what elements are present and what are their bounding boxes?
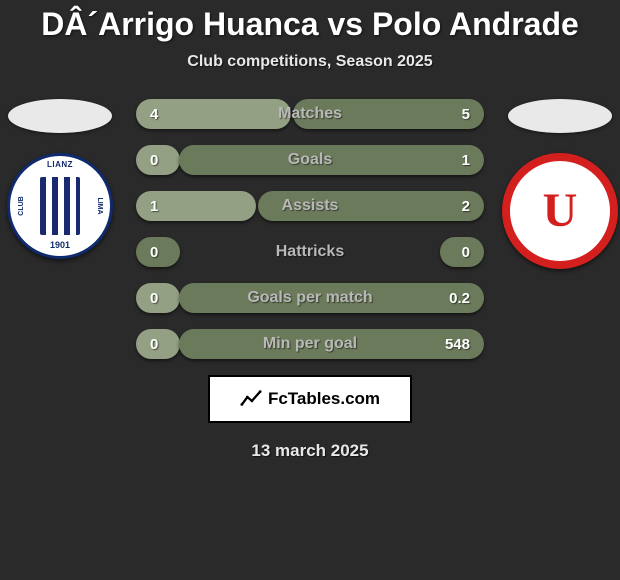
comparison-bars: 45Matches01Goals12Assists00Hattricks00.2… bbox=[136, 99, 484, 359]
stat-row: 0548Min per goal bbox=[136, 329, 484, 359]
infographic-date: 13 march 2025 bbox=[0, 441, 620, 461]
stat-value-right: 0.2 bbox=[179, 283, 484, 313]
main-area: LIANZ CLUB LIMA 1901 U 45Matches01Goals1… bbox=[0, 99, 620, 359]
fctables-icon bbox=[240, 388, 262, 410]
stat-row: 45Matches bbox=[136, 99, 484, 129]
stat-value-right: 2 bbox=[258, 191, 484, 221]
fctables-text: FcTables.com bbox=[268, 389, 380, 409]
stat-label: Hattricks bbox=[136, 237, 484, 267]
left-player-column: LIANZ CLUB LIMA 1901 bbox=[0, 99, 120, 259]
stat-value-left: 1 bbox=[136, 191, 256, 221]
badge-left-text-bottom: 1901 bbox=[50, 240, 70, 250]
stat-value-left: 4 bbox=[136, 99, 291, 129]
stat-row: 12Assists bbox=[136, 191, 484, 221]
stat-value-left: 0 bbox=[136, 145, 180, 175]
comparison-infographic: DÂ´Arrigo Huanca vs Polo Andrade Club co… bbox=[0, 0, 620, 580]
fctables-attribution: FcTables.com bbox=[208, 375, 412, 423]
stat-value-left: 0 bbox=[136, 283, 180, 313]
stat-value-right: 548 bbox=[179, 329, 484, 359]
stat-value-left: 0 bbox=[136, 237, 180, 267]
badge-left-stripes bbox=[40, 177, 80, 235]
badge-right-letter: U bbox=[543, 187, 578, 235]
page-subtitle: Club competitions, Season 2025 bbox=[0, 53, 620, 71]
right-player-column: U bbox=[500, 99, 620, 269]
stat-value-left: 0 bbox=[136, 329, 180, 359]
page-title: DÂ´Arrigo Huanca vs Polo Andrade bbox=[0, 0, 620, 43]
stat-row: 00.2Goals per match bbox=[136, 283, 484, 313]
player-right-photo-placeholder bbox=[508, 99, 612, 133]
stat-row: 0 0Hattricks bbox=[136, 237, 484, 267]
player-left-photo-placeholder bbox=[8, 99, 112, 133]
stat-value-right: 1 bbox=[179, 145, 484, 175]
stat-value-right: 0 bbox=[440, 237, 484, 267]
badge-left-text-right: LIMA bbox=[96, 197, 103, 214]
club-badge-right: U bbox=[502, 153, 618, 269]
club-badge-left: LIANZ CLUB LIMA 1901 bbox=[7, 153, 113, 259]
stat-row: 01Goals bbox=[136, 145, 484, 175]
badge-left-text-left: CLUB bbox=[18, 196, 25, 215]
stat-value-right: 5 bbox=[293, 99, 484, 129]
badge-left-text-top: LIANZ bbox=[47, 160, 73, 169]
